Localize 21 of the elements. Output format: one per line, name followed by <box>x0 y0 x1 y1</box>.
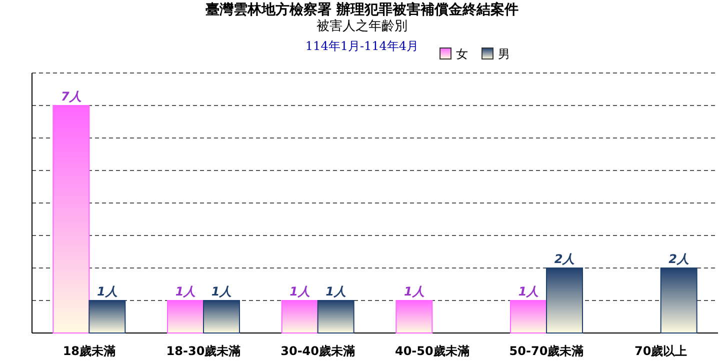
data-label: 1人 <box>326 284 346 298</box>
legend-label: 男 <box>498 47 510 61</box>
data-label: 2人 <box>668 252 690 266</box>
x-tick-label: 70歲以上 <box>634 344 688 358</box>
chart-title: 臺灣雲林地方檢察署 辦理犯罪被害補償金終結案件 <box>206 1 518 18</box>
data-label: 1人 <box>404 284 424 298</box>
data-label: 1人 <box>518 284 539 298</box>
x-tick-label: 18歲未滿 <box>62 344 116 358</box>
legend-label: 女 <box>456 47 468 61</box>
data-label: 1人 <box>211 284 232 298</box>
x-tick-label: 18-30歲未滿 <box>166 344 241 358</box>
data-label: 1人 <box>96 284 118 298</box>
data-label: 1人 <box>175 284 196 298</box>
text: 114年1月-114年4月 <box>305 39 419 53</box>
x-tick-label: 30-40歲未滿 <box>280 344 356 358</box>
data-label: 1人 <box>290 284 310 298</box>
chart-subtitle: 被害人之年齡別 <box>316 18 408 34</box>
x-tick-label: 50-70歲未滿 <box>509 344 584 358</box>
x-tick-label: 40-50歲未滿 <box>394 344 470 358</box>
data-label: 7人 <box>60 90 82 104</box>
data-label: 2人 <box>554 252 575 266</box>
